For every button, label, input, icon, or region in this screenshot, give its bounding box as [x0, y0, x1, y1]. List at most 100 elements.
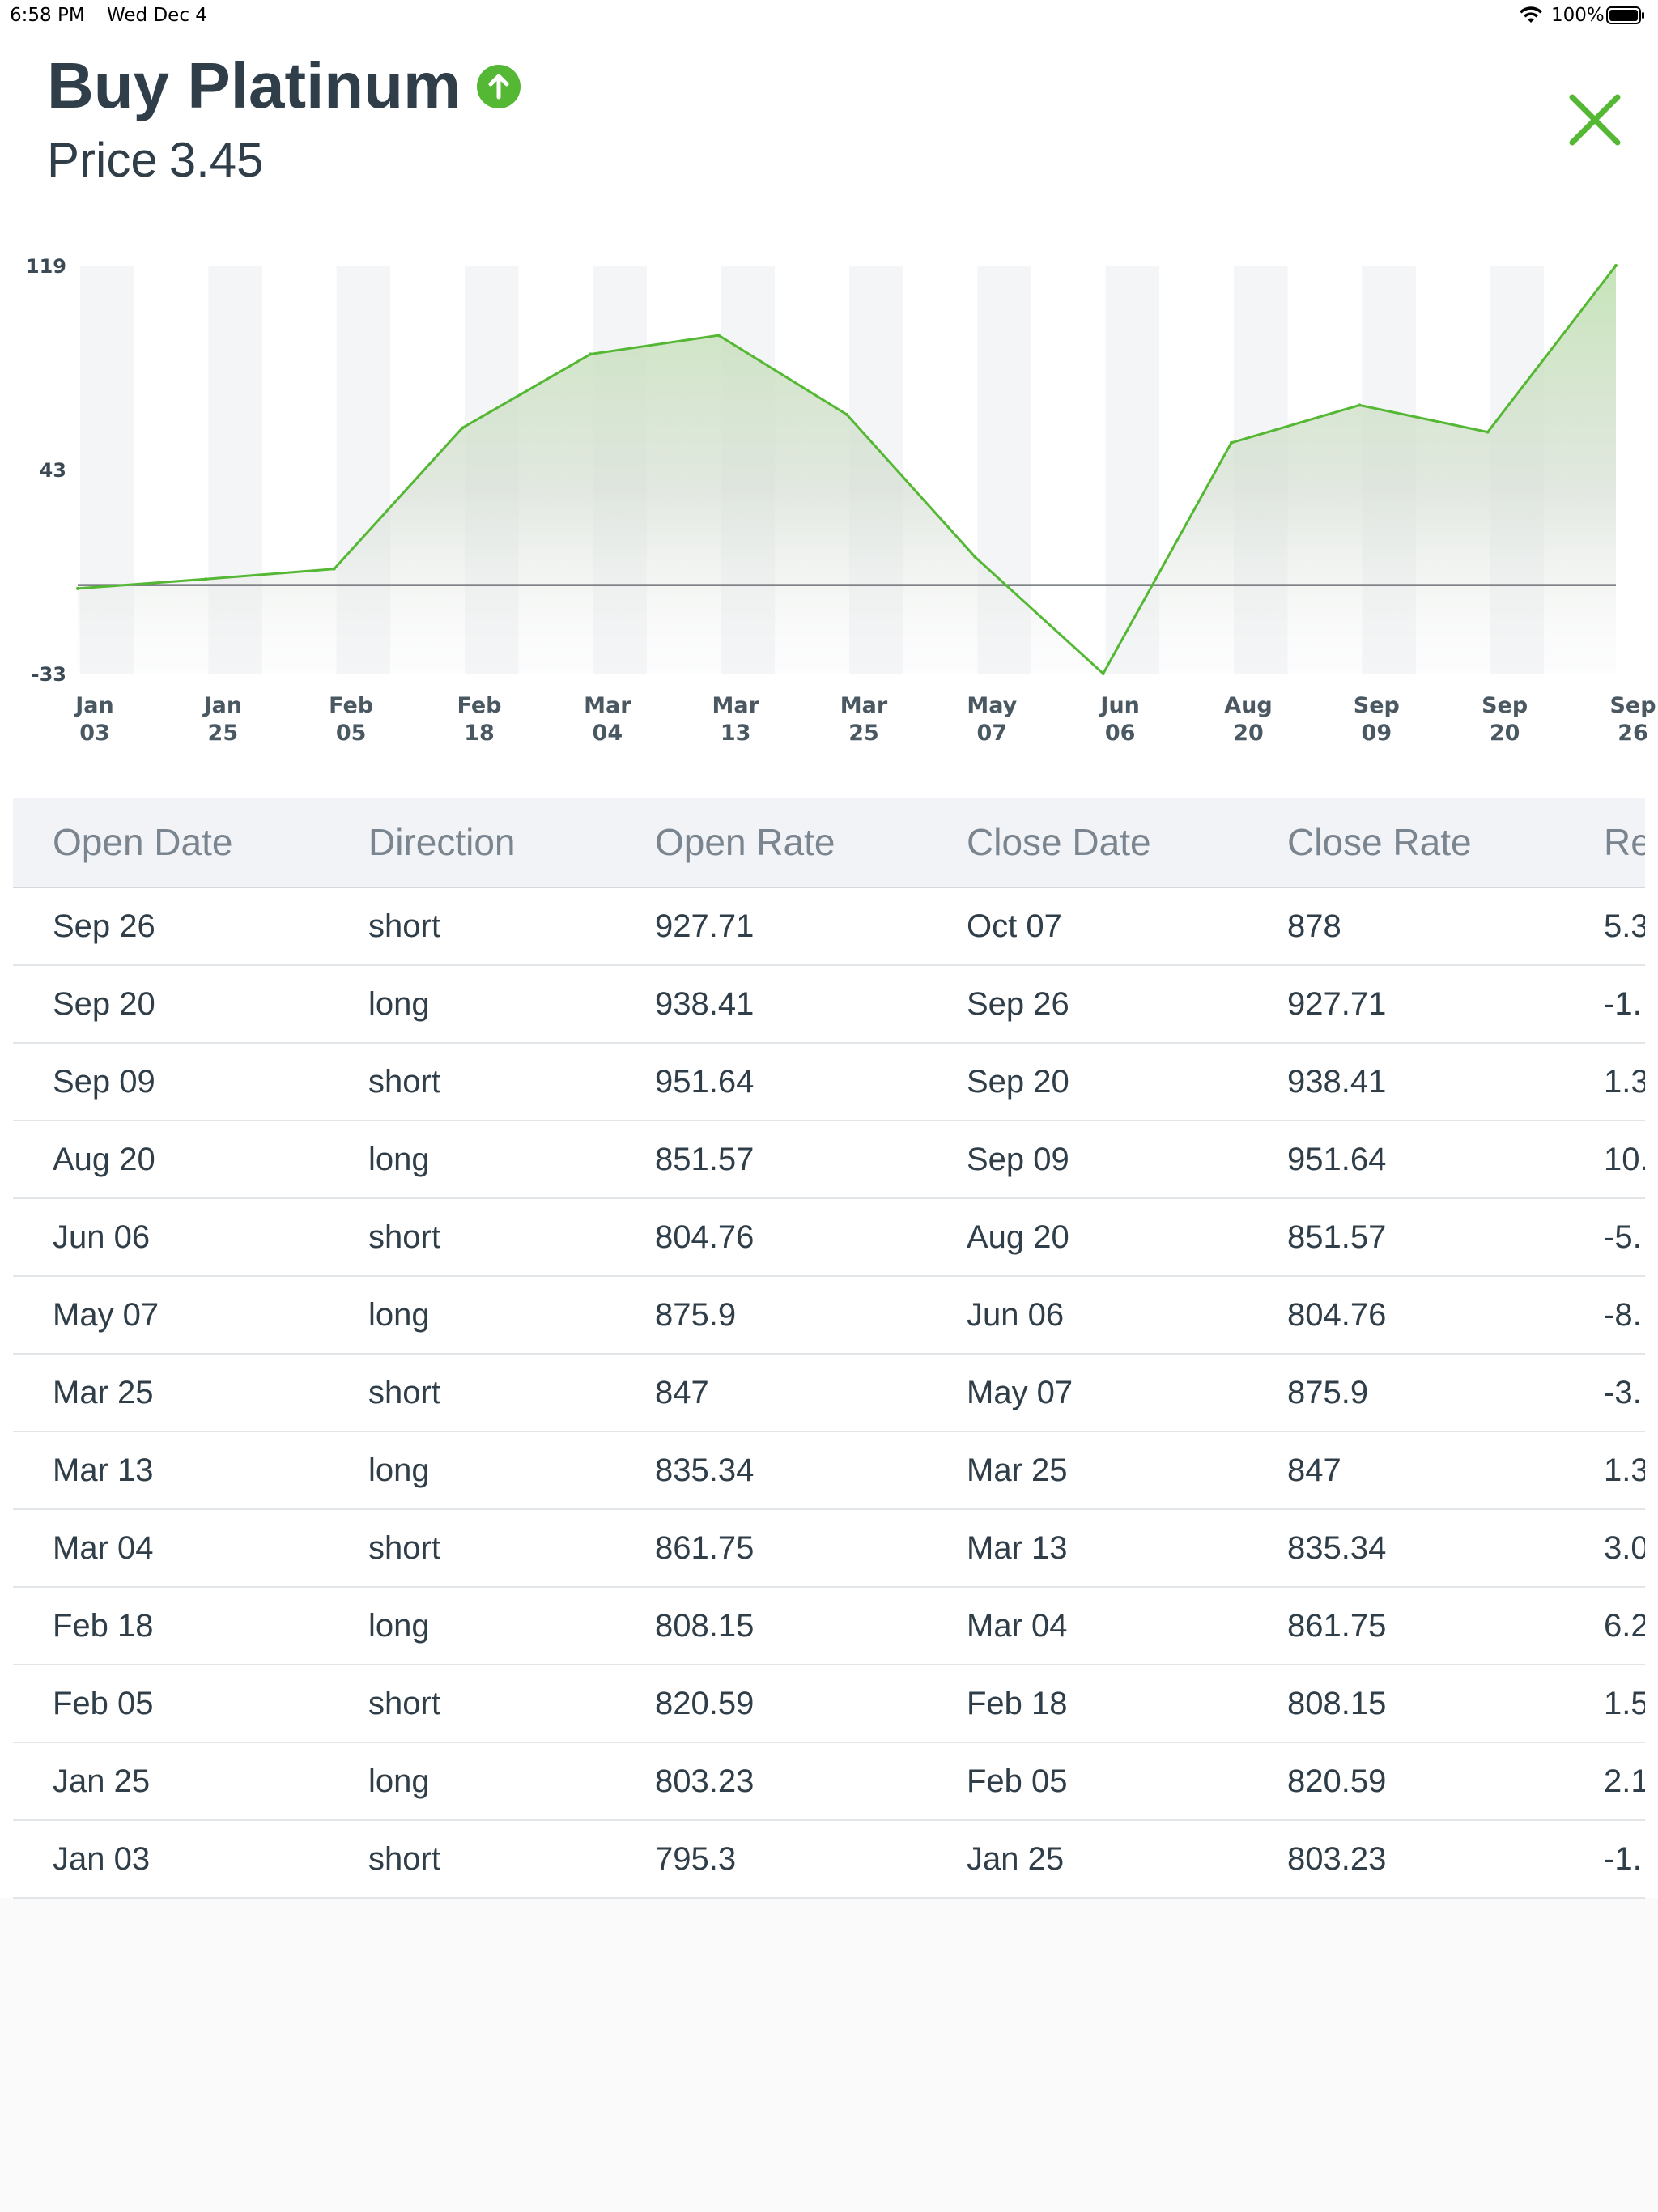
data-point: [1358, 403, 1362, 407]
direction-cell: long: [368, 1452, 430, 1488]
x-tick-label: Sep 20: [1482, 693, 1528, 746]
direction-cell: short: [368, 1685, 440, 1721]
x-tick-day: 04: [593, 721, 623, 746]
close-date-cell: Jan 25: [967, 1840, 1065, 1877]
return-cell: 3.0: [1604, 1529, 1645, 1566]
table-row[interactable]: Mar 25 short 847 May 07 875.9 -3.: [13, 1355, 1645, 1432]
price-label: Price: [47, 133, 158, 187]
table-row[interactable]: Mar 13 long 835.34 Mar 25 847 1.3: [13, 1432, 1645, 1510]
battery-icon: [1606, 6, 1644, 24]
data-point: [1486, 430, 1490, 434]
table-row[interactable]: Aug 20 long 851.57 Sep 09 951.64 10.: [13, 1121, 1645, 1199]
x-tick-month: Feb: [329, 693, 373, 718]
open-date-cell: Mar 25: [53, 1374, 154, 1410]
close-date-cell: Sep 20: [967, 1063, 1069, 1100]
table-row[interactable]: Sep 26 short 927.71 Oct 07 878 5.3: [13, 888, 1645, 966]
close-rate-cell: 820.59: [1287, 1763, 1387, 1799]
x-tick-day: 06: [1105, 721, 1136, 746]
x-tick-label: Aug 20: [1224, 693, 1272, 746]
close-rate-cell: 804.76: [1287, 1296, 1387, 1333]
close-button[interactable]: [1562, 87, 1627, 152]
x-tick-label: Sep 26: [1609, 693, 1656, 746]
open-rate-cell: 804.76: [655, 1219, 755, 1255]
close-date-cell: Jun 06: [967, 1296, 1065, 1333]
y-tick-label: 43: [40, 459, 66, 482]
close-icon[interactable]: [1569, 94, 1621, 146]
x-tick-month: Aug: [1224, 693, 1272, 718]
status-time: 6:58 PM: [10, 5, 85, 26]
return-cell: -5.: [1604, 1219, 1642, 1255]
x-tick-label: May 07: [967, 693, 1017, 746]
x-tick-month: Mar: [840, 693, 888, 718]
return-cell: -1.: [1604, 985, 1642, 1022]
header-open-date[interactable]: Open Date: [53, 821, 233, 863]
price: Price 3.45: [47, 130, 263, 191]
direction-cell: short: [368, 1219, 440, 1255]
table-row[interactable]: Sep 20 long 938.41 Sep 26 927.71 -1.: [13, 966, 1645, 1044]
header-open-rate[interactable]: Open Rate: [655, 821, 835, 863]
x-tick-label: Feb 05: [329, 693, 373, 746]
direction-cell: short: [368, 1063, 440, 1100]
table-row[interactable]: Jan 03 short 795.3 Jan 25 803.23 -1.: [13, 1821, 1645, 1899]
data-point: [461, 426, 464, 430]
data-point: [204, 577, 208, 581]
x-tick-day: 20: [1233, 721, 1264, 746]
table-row[interactable]: Feb 18 long 808.15 Mar 04 861.75 6.2: [13, 1588, 1645, 1665]
close-date-cell: Sep 09: [967, 1141, 1069, 1177]
direction-cell: long: [368, 1141, 430, 1177]
x-tick-month: Jun: [1099, 693, 1140, 718]
table-row[interactable]: Sep 09 short 951.64 Sep 20 938.41 1.3: [13, 1044, 1645, 1121]
x-tick-day: 09: [1362, 721, 1392, 746]
table-row[interactable]: Jun 06 short 804.76 Aug 20 851.57 -5.: [13, 1199, 1645, 1277]
header-close-date[interactable]: Close Date: [967, 821, 1151, 863]
return-cell: -8.: [1604, 1296, 1642, 1333]
series-area: [78, 266, 1616, 674]
header-direction[interactable]: Direction: [368, 821, 516, 863]
close-date-cell: Aug 20: [967, 1219, 1069, 1255]
return-cell: 2.1: [1604, 1763, 1645, 1799]
y-tick-label: 119: [26, 255, 66, 278]
open-date-cell: Sep 09: [53, 1063, 155, 1100]
x-tick-day: 13: [721, 721, 751, 746]
x-tick-day: 25: [208, 721, 239, 746]
direction-cell: short: [368, 1374, 440, 1410]
x-tick-label: Feb 18: [457, 693, 502, 746]
table-row[interactable]: May 07 long 875.9 Jun 06 804.76 -8.: [13, 1277, 1645, 1355]
close-date-cell: May 07: [967, 1374, 1073, 1410]
table-row[interactable]: Feb 05 short 820.59 Feb 18 808.15 1.5: [13, 1665, 1645, 1743]
direction-cell: short: [368, 1529, 440, 1566]
header-close-rate[interactable]: Close Rate: [1287, 821, 1472, 863]
open-rate-cell: 951.64: [655, 1063, 755, 1100]
wifi-icon: [1520, 6, 1542, 23]
open-date-cell: May 07: [53, 1296, 159, 1333]
open-rate-cell: 851.57: [655, 1141, 755, 1177]
close-rate-cell: 851.57: [1287, 1219, 1387, 1255]
data-point: [1230, 440, 1233, 445]
x-tick-day: 18: [464, 721, 495, 746]
y-axis: 119 43 -33: [26, 255, 66, 686]
data-point: [332, 567, 336, 571]
header-return[interactable]: Re: [1604, 821, 1645, 863]
table-row[interactable]: Mar 04 short 861.75 Mar 13 835.34 3.0: [13, 1510, 1645, 1588]
y-tick-label: -33: [32, 663, 66, 686]
open-rate-cell: 927.71: [655, 908, 755, 944]
arrow-up-circle-icon: [477, 65, 521, 108]
direction-cell: long: [368, 1763, 430, 1799]
return-cell: 6.2: [1604, 1607, 1645, 1644]
series-points: [76, 264, 1618, 675]
open-rate-cell: 803.23: [655, 1763, 755, 1799]
close-rate-cell: 951.64: [1287, 1141, 1387, 1177]
close-rate-cell: 938.41: [1287, 1063, 1387, 1100]
x-tick-day: 26: [1618, 721, 1648, 746]
close-rate-cell: 847: [1287, 1452, 1341, 1488]
open-rate-cell: 847: [655, 1374, 709, 1410]
open-date-cell: Jan 25: [53, 1763, 151, 1799]
x-tick-label: Mar 13: [712, 693, 759, 746]
open-date-cell: Feb 05: [53, 1685, 154, 1721]
direction-cell: short: [368, 908, 440, 944]
status-bar: 6:58 PM Wed Dec 4 100%: [0, 0, 1658, 32]
table-row[interactable]: Jan 25 long 803.23 Feb 05 820.59 2.1: [13, 1743, 1645, 1821]
x-tick-label: Jan 03: [74, 693, 114, 746]
x-tick-month: Sep: [1354, 693, 1400, 718]
